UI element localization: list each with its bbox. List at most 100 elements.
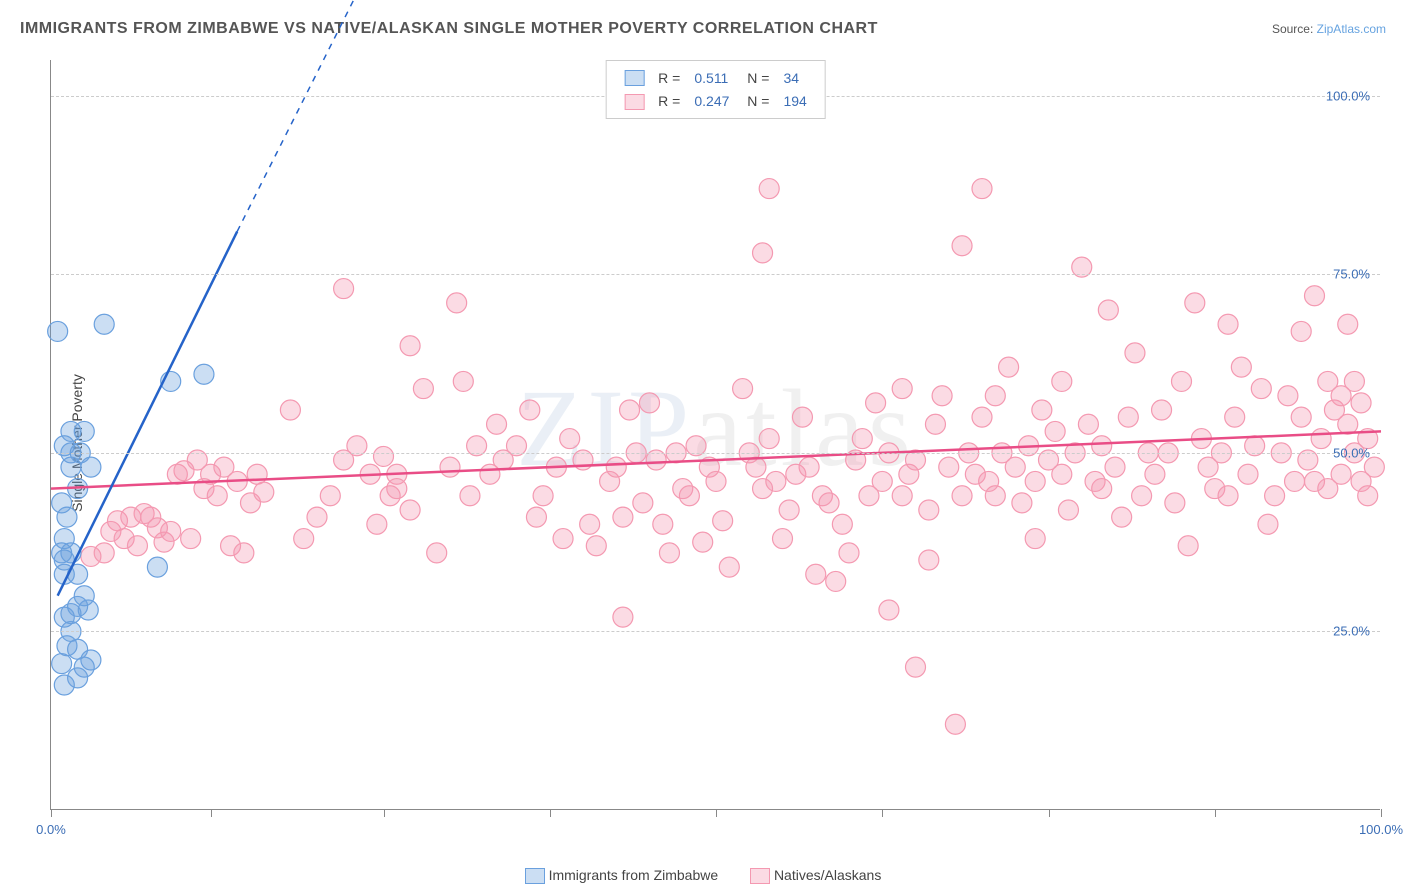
data-point-natives bbox=[447, 293, 467, 313]
data-point-zimbabwe bbox=[94, 314, 114, 334]
data-point-natives bbox=[733, 379, 753, 399]
data-point-natives bbox=[925, 414, 945, 434]
data-point-natives bbox=[334, 279, 354, 299]
data-point-natives bbox=[1005, 457, 1025, 477]
data-point-natives bbox=[1118, 407, 1138, 427]
data-point-natives bbox=[1078, 414, 1098, 434]
data-point-natives bbox=[1185, 293, 1205, 313]
data-point-natives bbox=[580, 514, 600, 534]
source-attribution: Source: ZipAtlas.com bbox=[1272, 22, 1386, 36]
data-point-natives bbox=[919, 500, 939, 520]
data-point-natives bbox=[1251, 379, 1271, 399]
data-point-natives bbox=[1258, 514, 1278, 534]
data-point-natives bbox=[1052, 371, 1072, 391]
data-point-natives bbox=[280, 400, 300, 420]
data-point-natives bbox=[487, 414, 507, 434]
data-point-zimbabwe bbox=[57, 507, 77, 527]
data-point-natives bbox=[919, 550, 939, 570]
data-point-natives bbox=[653, 514, 673, 534]
data-point-natives bbox=[839, 543, 859, 563]
n-zimbabwe: 34 bbox=[777, 67, 812, 88]
data-point-natives bbox=[1285, 471, 1305, 491]
gridline-h bbox=[51, 631, 1380, 632]
r-natives: 0.247 bbox=[688, 90, 735, 111]
data-point-natives bbox=[906, 657, 926, 677]
data-point-natives bbox=[1278, 386, 1298, 406]
legend-stats-row-natives: R = 0.247 N = 194 bbox=[618, 90, 813, 111]
data-point-natives bbox=[606, 457, 626, 477]
data-point-natives bbox=[1058, 500, 1078, 520]
data-point-natives bbox=[1358, 486, 1378, 506]
data-point-natives bbox=[1025, 529, 1045, 549]
data-point-natives bbox=[374, 446, 394, 466]
data-point-natives bbox=[792, 407, 812, 427]
source-value: ZipAtlas.com bbox=[1317, 22, 1386, 36]
data-point-natives bbox=[1172, 371, 1192, 391]
data-point-natives bbox=[533, 486, 553, 506]
legend-item-natives: Natives/Alaskans bbox=[750, 867, 881, 883]
data-point-natives bbox=[294, 529, 314, 549]
data-point-natives bbox=[679, 486, 699, 506]
data-point-natives bbox=[161, 521, 181, 541]
x-tick bbox=[1215, 809, 1216, 817]
y-tick-label: 25.0% bbox=[1333, 624, 1370, 639]
data-point-natives bbox=[127, 536, 147, 556]
data-point-natives bbox=[1291, 407, 1311, 427]
data-point-natives bbox=[819, 493, 839, 513]
swatch-natives-icon bbox=[750, 868, 770, 884]
data-point-natives bbox=[413, 379, 433, 399]
chart-title: IMMIGRANTS FROM ZIMBABWE VS NATIVE/ALASK… bbox=[20, 20, 878, 38]
data-point-natives bbox=[759, 429, 779, 449]
data-point-natives bbox=[1132, 486, 1152, 506]
data-point-natives bbox=[560, 429, 580, 449]
legend-stats: R = 0.511 N = 34 R = 0.247 N = 194 bbox=[605, 60, 826, 119]
data-point-natives bbox=[453, 371, 473, 391]
data-point-natives bbox=[613, 607, 633, 627]
data-point-natives bbox=[826, 571, 846, 591]
data-point-zimbabwe bbox=[52, 654, 72, 674]
data-point-natives bbox=[999, 357, 1019, 377]
data-point-natives bbox=[985, 386, 1005, 406]
gridline-h bbox=[51, 274, 1380, 275]
data-point-zimbabwe bbox=[74, 421, 94, 441]
data-point-natives bbox=[520, 400, 540, 420]
data-point-natives bbox=[1098, 300, 1118, 320]
data-point-zimbabwe bbox=[78, 600, 98, 620]
data-point-natives bbox=[320, 486, 340, 506]
data-point-zimbabwe bbox=[194, 364, 214, 384]
data-point-natives bbox=[892, 379, 912, 399]
data-point-natives bbox=[247, 464, 267, 484]
data-point-zimbabwe bbox=[147, 557, 167, 577]
data-point-natives bbox=[400, 336, 420, 356]
trendline-zimbabwe bbox=[58, 231, 238, 595]
data-point-natives bbox=[832, 514, 852, 534]
data-point-natives bbox=[1105, 457, 1125, 477]
data-point-natives bbox=[892, 486, 912, 506]
data-point-natives bbox=[1265, 486, 1285, 506]
data-point-natives bbox=[1032, 400, 1052, 420]
legend-bottom: Immigrants from Zimbabwe Natives/Alaskan… bbox=[0, 867, 1406, 884]
data-point-natives bbox=[234, 543, 254, 563]
source-label: Source: bbox=[1272, 22, 1313, 36]
data-point-natives bbox=[387, 479, 407, 499]
swatch-natives bbox=[624, 94, 644, 110]
x-tick-label: 0.0% bbox=[36, 822, 66, 837]
data-point-natives bbox=[1291, 321, 1311, 341]
data-point-natives bbox=[207, 486, 227, 506]
data-point-natives bbox=[460, 486, 480, 506]
legend-label-natives: Natives/Alaskans bbox=[774, 867, 881, 883]
x-tick bbox=[882, 809, 883, 817]
data-point-natives bbox=[1052, 464, 1072, 484]
data-point-natives bbox=[1238, 464, 1258, 484]
data-point-natives bbox=[779, 500, 799, 520]
data-point-natives bbox=[367, 514, 387, 534]
data-point-natives bbox=[1125, 343, 1145, 363]
data-point-natives bbox=[985, 486, 1005, 506]
data-point-natives bbox=[400, 500, 420, 520]
data-point-natives bbox=[1178, 536, 1198, 556]
data-point-natives bbox=[799, 457, 819, 477]
data-point-natives bbox=[852, 429, 872, 449]
data-point-natives bbox=[952, 236, 972, 256]
data-point-natives bbox=[693, 532, 713, 552]
data-point-natives bbox=[1311, 429, 1331, 449]
